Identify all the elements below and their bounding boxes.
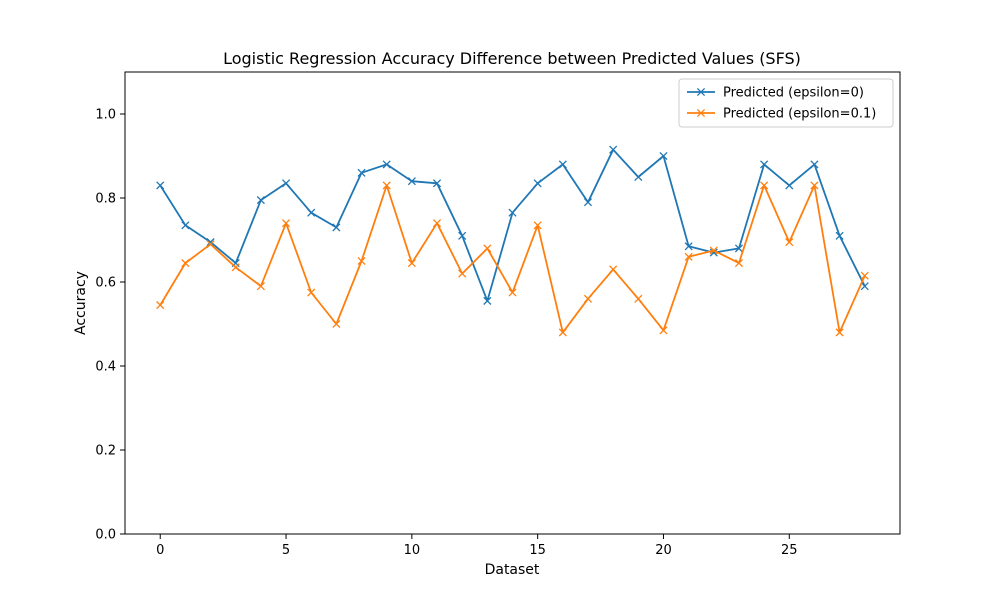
legend-entry: Predicted (epsilon=0.1) (687, 107, 876, 122)
data-point (760, 160, 769, 169)
data-point (659, 151, 668, 161)
data-point (609, 145, 618, 154)
data-point (583, 294, 593, 303)
data-point (609, 265, 618, 274)
data-point (709, 246, 718, 255)
data-point (256, 196, 265, 205)
y-tick-label: 0.8 (95, 192, 116, 207)
data-point (281, 219, 291, 228)
series-2 (156, 181, 869, 337)
y-axis-label: Accuracy (73, 271, 89, 335)
data-point (785, 181, 794, 190)
x-tick-label: 0 (156, 543, 164, 558)
data-point (432, 179, 442, 188)
data-point (583, 198, 593, 207)
data-point (156, 181, 165, 190)
data-point (508, 288, 517, 297)
data-point (835, 328, 844, 337)
data-point (684, 252, 693, 261)
data-point (458, 231, 467, 240)
y-tick-label: 0.0 (95, 528, 116, 543)
data-point (382, 181, 391, 190)
series-layer (156, 145, 869, 337)
data-point (785, 238, 794, 247)
axes-frame (124, 71, 901, 535)
data-point (458, 269, 467, 278)
data-point (332, 223, 341, 232)
data-point (483, 296, 492, 305)
x-tick-label: 25 (781, 543, 798, 558)
data-point (281, 179, 291, 188)
y-axis: 0.0 0.2 0.4 0.6 0.8 1.0 (95, 108, 125, 543)
data-point (734, 259, 744, 268)
data-point (332, 319, 341, 329)
data-point (508, 208, 517, 217)
data-point (307, 288, 316, 297)
data-point (533, 221, 542, 230)
data-point (382, 160, 391, 169)
legend-marker (696, 108, 706, 118)
x-tick-label: 20 (655, 543, 672, 558)
data-point (407, 177, 416, 186)
legend: Predicted (epsilon=0) Predicted (epsilon=… (678, 78, 894, 128)
data-point (634, 294, 643, 303)
y-tick-label: 0.6 (95, 276, 116, 291)
data-point (483, 244, 492, 253)
data-point (533, 179, 542, 188)
data-point (734, 244, 744, 253)
data-point (181, 259, 190, 268)
data-point (810, 181, 819, 190)
data-point (231, 263, 240, 272)
data-point (407, 259, 416, 268)
data-point (256, 282, 265, 291)
data-point (860, 271, 869, 280)
data-point (206, 240, 215, 249)
data-point (684, 242, 693, 251)
data-point (432, 219, 442, 228)
x-axis-label: Dataset (485, 562, 540, 578)
y-tick-label: 0.4 (95, 360, 116, 375)
data-point (357, 168, 366, 177)
data-point (307, 208, 316, 217)
data-point (558, 328, 567, 337)
data-point (156, 301, 165, 310)
data-point (659, 326, 668, 335)
data-point (181, 221, 190, 230)
legend-marker (696, 87, 706, 97)
x-tick-label: 15 (529, 543, 546, 558)
legend-entry: Predicted (epsilon=0) (687, 86, 864, 101)
data-point (835, 231, 844, 240)
legend-label: Predicted (epsilon=0.1) (723, 107, 876, 122)
data-point (634, 172, 643, 182)
data-point (760, 181, 769, 190)
data-point (206, 238, 215, 247)
data-point (357, 256, 366, 266)
chart-title: Logistic Regression Accuracy Difference … (223, 49, 801, 68)
legend-label: Predicted (epsilon=0) (723, 86, 864, 101)
x-axis: 0 5 10 15 20 25 (156, 534, 798, 558)
y-tick-label: 0.2 (95, 444, 116, 459)
data-point (810, 160, 819, 169)
data-point (558, 160, 567, 169)
legend-box (678, 78, 894, 128)
data-point (860, 282, 869, 291)
x-tick-label: 5 (282, 543, 290, 558)
y-tick-label: 1.0 (95, 108, 116, 123)
x-tick-label: 10 (404, 543, 421, 558)
